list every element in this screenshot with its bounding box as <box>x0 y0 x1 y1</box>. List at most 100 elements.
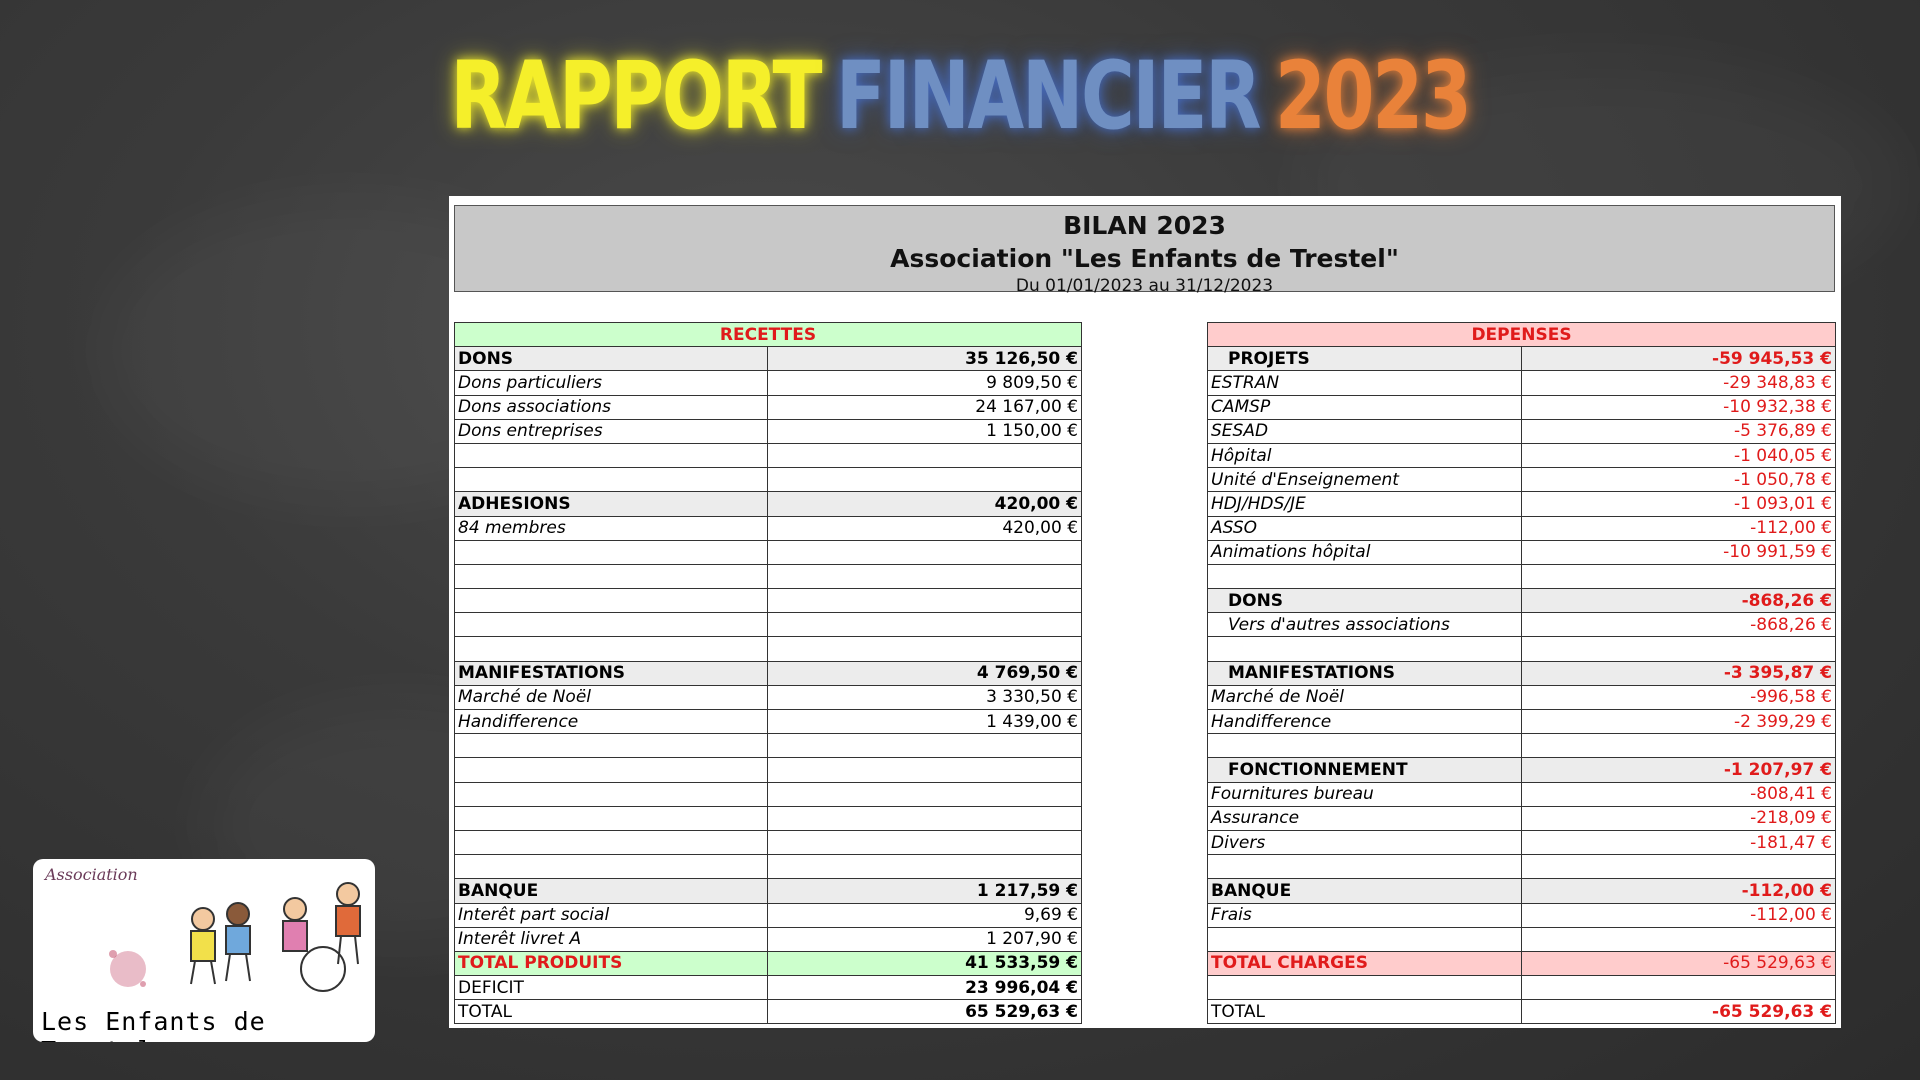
row-amount: 23 996,04 € <box>766 975 1083 1001</box>
row-amount <box>766 733 1083 759</box>
table-row: Marché de Noël 3 330,50 € <box>454 684 1083 711</box>
table-row: TOTAL PRODUITS 41 533,59 € <box>454 950 1083 977</box>
table-row: Handifference -2 399,29 € <box>1207 708 1836 735</box>
row-label <box>454 829 768 856</box>
row-label <box>1207 636 1522 662</box>
row-label <box>1207 926 1522 952</box>
table-row: BANQUE -112,00 € <box>1207 878 1836 904</box>
balance-sheet: BILAN 2023 Association "Les Enfants de T… <box>449 196 1841 1028</box>
table-row <box>1207 975 1836 1001</box>
row-amount <box>1521 733 1836 759</box>
table-row <box>1207 926 1836 952</box>
table-row: HDJ/HDS/JE -1 093,01 € <box>1207 491 1836 517</box>
logo-name-text: Les Enfants de Trestel <box>41 1007 266 1042</box>
row-label: Dons particuliers <box>454 370 768 396</box>
row-label <box>454 563 768 590</box>
table-row: DONS 35 126,50 € <box>454 346 1083 372</box>
row-label: Interêt part social <box>454 902 768 928</box>
row-label <box>1207 733 1522 759</box>
row-label <box>454 733 768 759</box>
table-row <box>454 733 1083 759</box>
row-label <box>454 805 768 831</box>
row-label <box>454 636 768 662</box>
association-name: Association "Les Enfants de Trestel" <box>890 244 1399 273</box>
row-label: PROJETS <box>1207 346 1522 372</box>
row-amount <box>766 636 1083 662</box>
table-row <box>454 829 1083 856</box>
row-amount: 24 167,00 € <box>766 394 1083 420</box>
sheet-header: BILAN 2023 Association "Les Enfants de T… <box>454 205 1835 296</box>
row-amount <box>766 829 1083 856</box>
table-row <box>454 467 1083 493</box>
row-amount: -1 050,78 € <box>1521 467 1836 493</box>
table-row <box>454 612 1083 638</box>
row-amount: 65 529,63 € <box>766 999 1083 1025</box>
row-amount: 1 439,00 € <box>766 708 1083 735</box>
row-amount: -868,26 € <box>1521 588 1836 614</box>
depenses-table: DEPENSES PROJETS -59 945,53 € ESTRAN -29 348… <box>1207 321 1836 1025</box>
row-label: MANIFESTATIONS <box>454 660 768 686</box>
table-row: MANIFESTATIONS -3 395,87 € <box>1207 660 1836 686</box>
row-amount: -10 991,59 € <box>1521 539 1836 565</box>
recettes-heading-row: RECETTES <box>453 321 1083 348</box>
row-amount: -65 529,63 € <box>1521 999 1836 1025</box>
row-label <box>1207 975 1522 1001</box>
row-label: DONS <box>1207 588 1522 614</box>
table-row <box>454 805 1083 831</box>
row-amount: -218,09 € <box>1521 805 1836 831</box>
row-label: DEFICIT <box>454 975 768 1001</box>
row-amount: -59 945,53 € <box>1521 346 1836 372</box>
association-logo: Association Les Enfants de Trestel <box>33 859 375 1042</box>
table-row: FONCTIONNEMENT -1 207,97 € <box>1207 757 1836 783</box>
table-row: Frais -112,00 € <box>1207 902 1836 928</box>
row-label <box>454 854 768 880</box>
table-row: Hôpital -1 040,05 € <box>1207 442 1836 469</box>
row-amount <box>766 757 1083 783</box>
table-row: MANIFESTATIONS 4 769,50 € <box>454 660 1083 686</box>
row-label: DONS <box>454 346 768 372</box>
row-label: ADHESIONS <box>454 491 768 517</box>
table-row: Dons associations 24 167,00 € <box>454 394 1083 420</box>
table-row: TOTAL CHARGES -65 529,63 € <box>1207 950 1836 977</box>
row-label <box>454 757 768 783</box>
table-row <box>454 636 1083 662</box>
row-label: BANQUE <box>454 878 768 904</box>
row-label: TOTAL PRODUITS <box>454 950 768 977</box>
row-label: TOTAL CHARGES <box>1207 950 1522 977</box>
row-amount: -3 395,87 € <box>1521 660 1836 686</box>
row-amount: 3 330,50 € <box>766 684 1083 711</box>
table-row: DEFICIT 23 996,04 € <box>454 975 1083 1001</box>
table-row: Assurance -218,09 € <box>1207 805 1836 831</box>
row-label: Marché de Noël <box>1207 684 1522 711</box>
table-row <box>454 854 1083 880</box>
row-amount: -868,26 € <box>1521 612 1836 638</box>
row-amount: -181,47 € <box>1521 829 1836 856</box>
row-amount: -996,58 € <box>1521 684 1836 711</box>
row-amount: -10 932,38 € <box>1521 394 1836 420</box>
row-amount <box>1521 975 1836 1001</box>
row-label: Handifference <box>454 708 768 735</box>
row-amount: -29 348,83 € <box>1521 370 1836 396</box>
table-row: Fournitures bureau -808,41 € <box>1207 781 1836 807</box>
row-label <box>1207 563 1522 590</box>
row-label: Animations hôpital <box>1207 539 1522 565</box>
table-row: Interêt part social 9,69 € <box>454 902 1083 928</box>
row-amount: -2 399,29 € <box>1521 708 1836 735</box>
row-amount <box>766 805 1083 831</box>
table-row: ESTRAN -29 348,83 € <box>1207 370 1836 396</box>
table-row: BANQUE 1 217,59 € <box>454 878 1083 904</box>
row-label: TOTAL <box>1207 999 1522 1025</box>
table-row: 84 membres 420,00 € <box>454 515 1083 541</box>
table-row: ADHESIONS 420,00 € <box>454 491 1083 517</box>
row-label: Dons associations <box>454 394 768 420</box>
row-label <box>454 467 768 493</box>
title-rapport: RAPPORT <box>450 42 822 151</box>
table-row <box>1207 563 1836 590</box>
row-label: HDJ/HDS/JE <box>1207 491 1522 517</box>
row-amount <box>766 854 1083 880</box>
row-label: Vers d'autres associations <box>1207 612 1522 638</box>
table-row <box>454 442 1083 469</box>
recettes-heading: RECETTES <box>453 321 1083 348</box>
row-amount <box>766 563 1083 590</box>
row-label: MANIFESTATIONS <box>1207 660 1522 686</box>
